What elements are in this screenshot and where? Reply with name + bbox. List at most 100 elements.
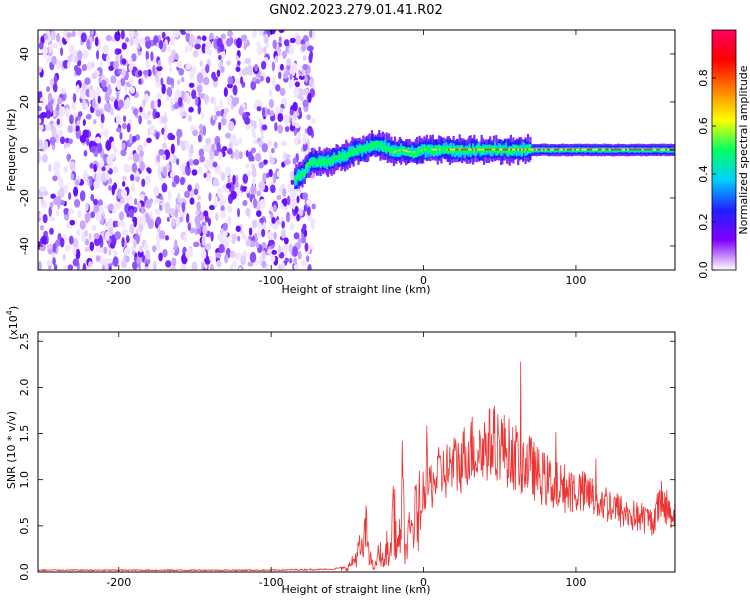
track-cell [303, 169, 306, 174]
noise-cell [108, 177, 113, 185]
noise-cell [96, 86, 101, 98]
track-core [660, 148, 662, 151]
track-core [605, 148, 607, 151]
noise-cell [133, 198, 138, 206]
track-cell [348, 146, 352, 157]
noise-cell [83, 150, 88, 157]
colorbar-label: Normalized spectral amplitude [737, 65, 750, 234]
noise-cell [261, 260, 267, 269]
noise-cell [114, 31, 121, 42]
colorbar-tick-label: 0.4 [697, 165, 710, 183]
noise-cell [129, 223, 135, 235]
track-core [482, 148, 485, 151]
noise-cell [93, 203, 100, 214]
noise-cell [42, 46, 48, 56]
noise-cell [64, 137, 70, 144]
noise-cell [139, 193, 145, 201]
track-cell [322, 158, 325, 162]
noise-cell [49, 216, 55, 222]
noise-cell [67, 125, 74, 133]
track-cell [337, 153, 341, 168]
snr-frame [37, 331, 676, 573]
track-cell [294, 177, 297, 183]
noise-cell [294, 205, 299, 214]
noise-cell [255, 152, 262, 162]
track-cell [500, 146, 503, 151]
noise-cell [161, 31, 166, 39]
noise-cell [38, 124, 44, 131]
noise-cell [252, 177, 256, 187]
track-core [585, 148, 587, 151]
noise-cell [248, 227, 253, 236]
noise-cell [161, 83, 166, 95]
noise-cell [93, 237, 101, 247]
noise-cell [304, 242, 309, 252]
track-cell [374, 141, 377, 146]
track-core [601, 148, 604, 151]
track-core [628, 148, 631, 151]
noise-cell [63, 264, 68, 270]
noise-cell [250, 119, 255, 127]
track-core [444, 148, 446, 151]
noise-cell [68, 209, 74, 216]
noise-cell [187, 184, 192, 192]
track-core [435, 148, 437, 151]
noise-cell [191, 124, 196, 131]
track-cell [344, 150, 347, 161]
track-cell [381, 145, 384, 151]
noise-cell [116, 79, 122, 91]
noise-cell [245, 163, 250, 169]
noise-cell [160, 77, 164, 86]
noise-cell [228, 141, 233, 149]
track-core [431, 148, 434, 151]
noise-cell [166, 216, 170, 223]
noise-cell [197, 165, 202, 174]
noise-cell [278, 36, 282, 43]
noise-cell [154, 198, 161, 204]
noise-cell [91, 72, 98, 80]
noise-cell [125, 96, 130, 107]
noise-cell [213, 115, 218, 121]
noise-cell [297, 239, 302, 250]
noise-cell [254, 259, 259, 266]
spectrogram-y-label: Frequency (Hz) [5, 109, 18, 192]
noise-cell [102, 128, 110, 138]
track-core [555, 148, 558, 151]
noise-cell [204, 159, 211, 171]
noise-cell [184, 190, 190, 198]
noise-cell [121, 228, 129, 236]
track-core [500, 148, 503, 151]
noise-cell [254, 63, 259, 72]
noise-cell [56, 32, 61, 43]
track-cell [342, 152, 345, 162]
noise-cell [289, 222, 295, 231]
noise-cell [245, 124, 252, 130]
track-core [632, 148, 635, 151]
noise-cell [150, 51, 154, 62]
track-core [627, 148, 629, 151]
noise-cell [273, 231, 277, 240]
track-cell [369, 140, 372, 152]
noise-cell [147, 110, 151, 116]
track-cell [385, 145, 388, 155]
track-cell [521, 148, 525, 153]
track-cell [340, 153, 343, 158]
noise-cell [103, 246, 108, 254]
noise-cell [117, 221, 121, 227]
noise-cell [220, 33, 226, 40]
track-core [521, 148, 523, 151]
noise-cell [77, 111, 83, 117]
noise-cell [184, 30, 192, 34]
noise-cell [97, 199, 103, 207]
track-core [436, 148, 439, 151]
noise-cell [268, 168, 273, 178]
noise-cell [143, 140, 148, 148]
noise-cell [108, 265, 112, 270]
noise-cell [112, 250, 118, 258]
track-cell [386, 148, 389, 152]
noise-cell [307, 264, 312, 270]
noise-cell [66, 32, 73, 38]
noise-cell [205, 63, 210, 74]
noise-cell [292, 101, 298, 112]
track-cell [463, 149, 466, 154]
